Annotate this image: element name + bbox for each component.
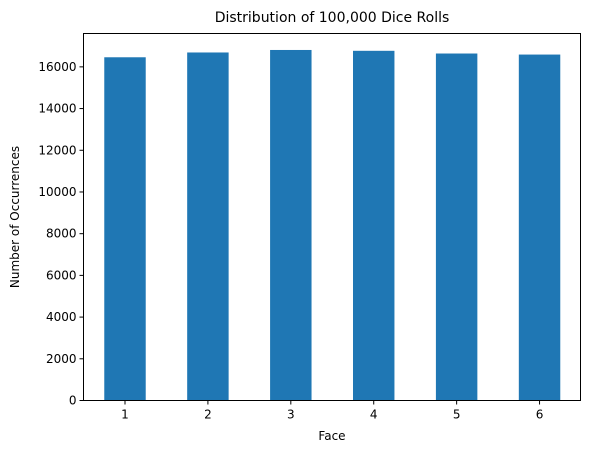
x-axis-label: Face — [318, 429, 345, 443]
y-axis-ticks: 0 2000 4000 6000 8000 10000 12000 14000 16000 — [38, 60, 84, 408]
y-tick-label-6000: 6000 — [46, 268, 77, 282]
y-axis-label: Number of Occurrences — [8, 146, 22, 288]
bar-2 — [187, 52, 229, 401]
x-tick-label-3: 3 — [287, 408, 295, 422]
y-tick-label-16000: 16000 — [38, 60, 76, 74]
plot-frame — [83, 33, 581, 401]
y-tick-label-4000: 4000 — [46, 310, 77, 324]
y-tick-label-8000: 8000 — [46, 227, 77, 241]
y-tick-label-14000: 14000 — [38, 102, 76, 116]
x-tick-label-6: 6 — [536, 408, 544, 422]
bar-1 — [104, 57, 146, 401]
x-tick-label-4: 4 — [370, 408, 378, 422]
chart-title: Distribution of 100,000 Dice Rolls — [215, 10, 450, 26]
bar-4 — [353, 50, 395, 401]
x-tick-label-5: 5 — [453, 408, 461, 422]
x-axis-ticks: 1 2 3 4 5 6 — [121, 400, 544, 422]
y-tick-label-12000: 12000 — [38, 143, 76, 157]
y-tick-label-10000: 10000 — [38, 185, 76, 199]
y-tick-label-0: 0 — [69, 394, 77, 408]
bar-3 — [270, 49, 312, 401]
x-tick-label-1: 1 — [121, 408, 129, 422]
bar-5 — [435, 53, 478, 401]
y-tick-label-2000: 2000 — [46, 352, 77, 366]
x-tick-label-2: 2 — [204, 408, 212, 422]
bars-group — [104, 49, 561, 401]
bar-6 — [518, 54, 561, 401]
